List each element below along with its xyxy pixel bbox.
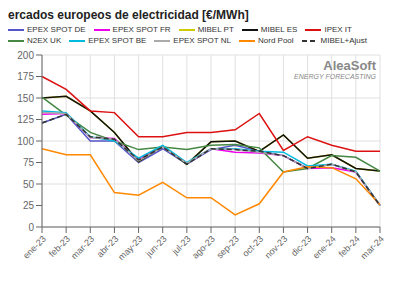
html-text:EPEX SPOT NL: EPEX SPOT NL	[173, 36, 231, 45]
svg-text:sep-23: sep-23	[215, 234, 242, 261]
svg-text:ago-23: ago-23	[190, 234, 217, 261]
svg-text:125: 125	[17, 114, 34, 125]
html-text:EPEX SPOT BE: EPEX SPOT BE	[88, 36, 147, 45]
svg-text:mar-24: mar-24	[359, 234, 386, 261]
svg-text:175: 175	[17, 71, 34, 82]
svg-text:50: 50	[23, 179, 35, 190]
html-text:MIBEL PT: MIBEL PT	[197, 25, 234, 34]
svg-text:150: 150	[17, 93, 34, 104]
svg-text:ene-23: ene-23	[21, 234, 48, 261]
html-text:MIBEL ES: MIBEL ES	[260, 25, 298, 34]
svg-text:25: 25	[23, 200, 35, 211]
svg-text:feb-24: feb-24	[337, 234, 362, 259]
svg-text:200: 200	[17, 50, 34, 61]
svg-text:oct-23: oct-23	[240, 234, 265, 259]
html-text:N2EX UK: N2EX UK	[27, 36, 62, 45]
svg-text:100: 100	[17, 136, 34, 147]
svg-text:nov-23: nov-23	[263, 234, 290, 261]
svg-text:jun-23: jun-23	[143, 234, 168, 259]
svg-text:0: 0	[28, 222, 34, 233]
html-text:EPEX SPOT DE: EPEX SPOT DE	[27, 25, 86, 34]
svg-text:feb-23: feb-23	[47, 234, 72, 259]
svg-text:jul-23: jul-23	[170, 233, 193, 257]
html-text:Nord Pool: Nord Pool	[258, 36, 294, 45]
svg-text:dic-23: dic-23	[289, 234, 313, 258]
svg-text:75: 75	[23, 157, 35, 168]
html-text:MIBEL+Ajust: MIBEL+Ajust	[320, 36, 367, 45]
svg-text:ene-24: ene-24	[311, 234, 338, 261]
html-text:IPEX IT: IPEX IT	[324, 25, 352, 34]
html-text:AleaSoft: AleaSoft	[323, 58, 376, 73]
svg-text:mar-23: mar-23	[69, 234, 96, 261]
html-text:EPEX SPOT FR: EPEX SPOT FR	[112, 25, 171, 34]
svg-text:may-23: may-23	[116, 234, 144, 262]
svg-text:abr-23: abr-23	[94, 233, 121, 260]
html-text:ercados europeos de electricid: ercados europeos de electricidad [€/MWh]	[8, 8, 249, 22]
html-text:ENERGY FORECASTING: ENERGY FORECASTING	[294, 73, 376, 81]
